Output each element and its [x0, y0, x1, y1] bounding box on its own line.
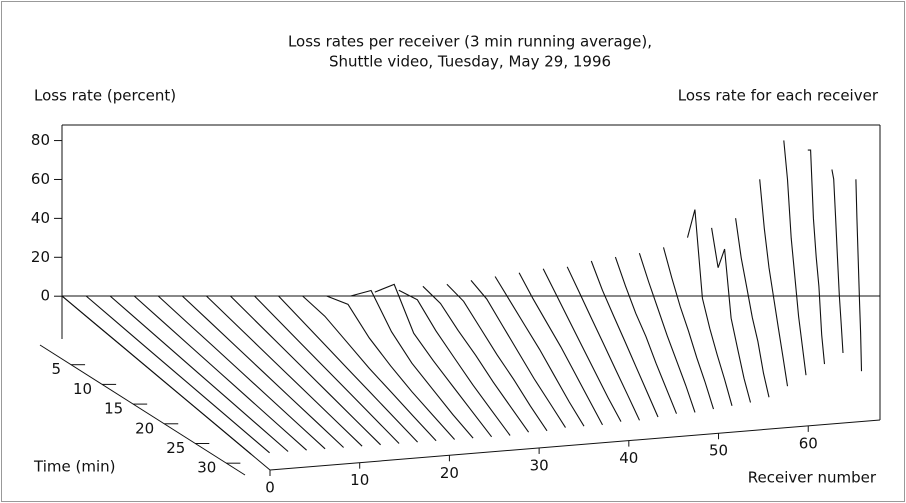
- y-axis-label: Loss rate (percent): [34, 87, 176, 105]
- z-tick-label: 50: [709, 442, 728, 460]
- x-tick-label: 20: [135, 419, 154, 437]
- receiver-line: [109, 295, 289, 452]
- receiver-line: [398, 289, 511, 436]
- receiver-line: [711, 227, 752, 403]
- receiver-line: [446, 283, 548, 432]
- y-tick-label: 20: [31, 248, 50, 266]
- chart-subtitle: Shuttle video, Tuesday, May 29, 1996: [329, 53, 611, 71]
- receiver-line: [662, 247, 715, 410]
- box-edge: [269, 419, 881, 471]
- y-tick-label: 40: [31, 209, 50, 227]
- chart-title: Loss rates per receiver (3 min running a…: [288, 33, 652, 51]
- z-tick-label: 20: [440, 464, 459, 482]
- receiver-line: [831, 169, 844, 354]
- receiver-line: [278, 295, 418, 443]
- receiver-line: [807, 149, 826, 365]
- z-tick-label: 60: [799, 434, 818, 452]
- receiver-line: [326, 295, 456, 440]
- box: [39, 124, 881, 476]
- receiver-line: [590, 260, 659, 418]
- x-tick-label: 15: [104, 400, 123, 418]
- receiver-line: [518, 272, 603, 426]
- receiver-line: [230, 295, 381, 446]
- x-tick-label: 10: [73, 380, 92, 398]
- receiver-line: [302, 295, 437, 442]
- receiver-line: [181, 295, 344, 448]
- receiver-line: [422, 285, 530, 433]
- receiver-line: [686, 209, 733, 406]
- y-tick-label: 80: [31, 131, 50, 149]
- receiver-line: [254, 295, 400, 444]
- receiver-line: [133, 295, 307, 451]
- receiver-line: [638, 253, 696, 413]
- receiver-line: [614, 256, 678, 414]
- receiver-line: [350, 289, 474, 439]
- z-tick-label: 30: [530, 456, 549, 474]
- annotation: Loss rate for each receiver: [678, 87, 879, 105]
- y-tick-label: 0: [40, 287, 50, 305]
- receiver-line: [494, 276, 585, 427]
- z-tick-label: 40: [619, 449, 638, 467]
- time-axis-line: [39, 344, 246, 476]
- receiver-line: [759, 179, 789, 387]
- y-tick-label: 60: [31, 170, 50, 188]
- time-axis-label: Time (min): [33, 458, 115, 476]
- x-tick-label: 25: [166, 439, 185, 457]
- receiver-line: [206, 295, 363, 447]
- receiver-line: [374, 283, 493, 438]
- z-tick-label: 0: [265, 479, 275, 497]
- receiver-line: [470, 280, 566, 428]
- receiver-line: [566, 266, 640, 421]
- receiver-line: [735, 218, 770, 398]
- receiver-line: [157, 295, 326, 450]
- receiver-line: [61, 295, 252, 455]
- receiver-line: [783, 140, 807, 376]
- x-tick-label: 5: [52, 360, 62, 378]
- receiver-line: [542, 268, 622, 422]
- receiver-axis-label: Receiver number: [748, 469, 877, 487]
- x-tick-label: 30: [197, 459, 216, 477]
- receiver-line: [855, 179, 863, 372]
- receiver-line: [85, 295, 270, 454]
- z-tick-label: 10: [350, 471, 369, 489]
